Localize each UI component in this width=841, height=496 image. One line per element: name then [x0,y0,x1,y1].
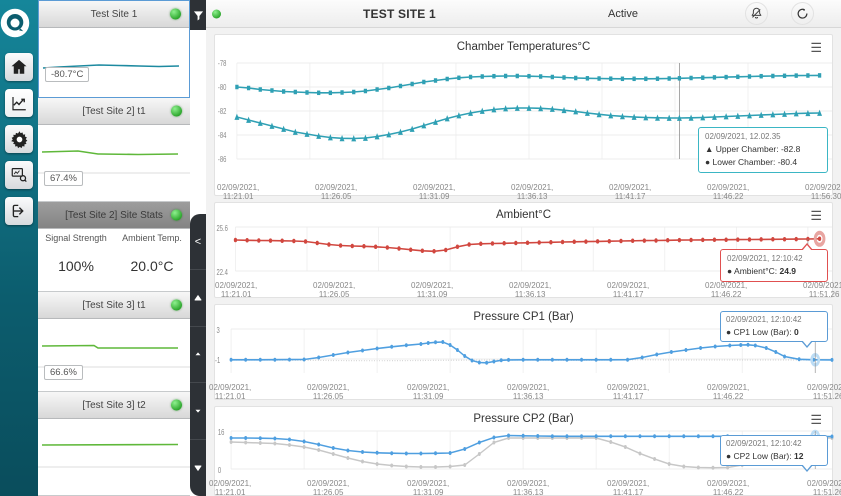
svg-text:-82: -82 [218,108,227,116]
svg-text:16: 16 [218,429,225,437]
svg-text:-80: -80 [218,84,227,92]
svg-text:-1: -1 [215,357,220,365]
svg-text:3: 3 [216,327,219,335]
svg-text:-86: -86 [218,156,227,164]
svg-text:25.6: 25.6 [216,225,227,233]
svg-text:0: 0 [218,467,221,475]
svg-text:-78: -78 [218,60,227,68]
svg-text:22.4: 22.4 [216,269,227,277]
svg-text:-84: -84 [218,132,227,140]
